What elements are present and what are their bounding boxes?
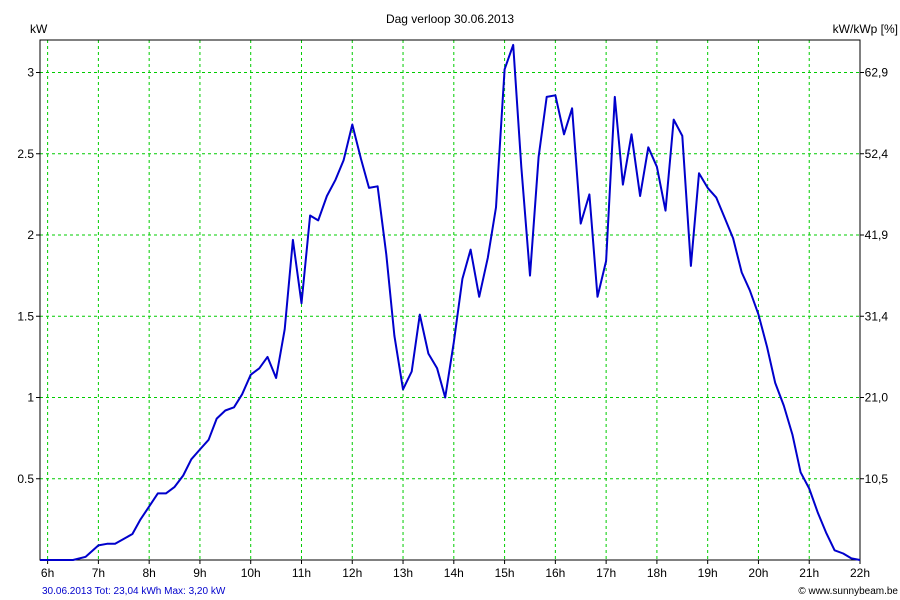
y-tick-label: 2.5 xyxy=(17,147,34,161)
x-tick-label: 19h xyxy=(698,566,718,580)
x-tick-label: 20h xyxy=(748,566,768,580)
plot-frame xyxy=(39,39,861,561)
y-tick-label: 1.5 xyxy=(17,309,34,323)
axis-ticks: 6h 7h 8h 9h 10h 11h 12h 13h 14h 15h 16h 17h 18h 19h 20… xyxy=(17,66,888,581)
x-tick-label: 7h xyxy=(92,566,105,580)
x-tick-label: 9h xyxy=(193,566,206,580)
chart-title: Dag verloop 30.06.2013 xyxy=(386,12,514,26)
x-tick-label: 15h xyxy=(495,566,515,580)
y-axis-left-label: kW xyxy=(30,22,48,36)
y-right-tick-label: 41,9 xyxy=(865,228,889,242)
x-tick-label: 10h xyxy=(241,566,261,580)
y-right-tick-label: 62,9 xyxy=(865,66,889,80)
x-tick-label: 16h xyxy=(545,566,565,580)
y-tick-label: 3 xyxy=(27,66,34,80)
footer-summary: 30.06.2013 Tot: 23,04 kWh Max: 3,20 kW xyxy=(42,586,226,597)
grid xyxy=(40,40,861,560)
x-tick-label: 17h xyxy=(596,566,616,580)
y-axis-right-label: kW/kWp [%] xyxy=(833,22,898,36)
x-tick-label: 22h xyxy=(850,566,870,580)
y-right-tick-label: 31,4 xyxy=(865,309,889,323)
series-layer xyxy=(40,43,861,561)
power-series-line xyxy=(40,43,861,561)
x-tick-label: 8h xyxy=(142,566,155,580)
y-right-tick-label: 21,0 xyxy=(865,391,889,405)
x-tick-label: 6h xyxy=(41,566,54,580)
x-tick-label: 12h xyxy=(342,566,362,580)
y-right-tick-label: 10,5 xyxy=(865,472,889,486)
y-right-tick-label: 52,4 xyxy=(865,147,889,161)
y-tick-label: 2 xyxy=(27,228,34,242)
x-tick-label: 11h xyxy=(292,566,311,580)
y-tick-label: 1 xyxy=(27,391,34,405)
x-tick-label: 18h xyxy=(647,566,667,580)
y-tick-label: 0.5 xyxy=(17,472,34,486)
footer-credit: © www.sunnybeam.be xyxy=(798,586,898,597)
x-tick-label: 21h xyxy=(799,566,819,580)
x-tick-label: 14h xyxy=(444,566,464,580)
x-tick-label: 13h xyxy=(393,566,413,580)
